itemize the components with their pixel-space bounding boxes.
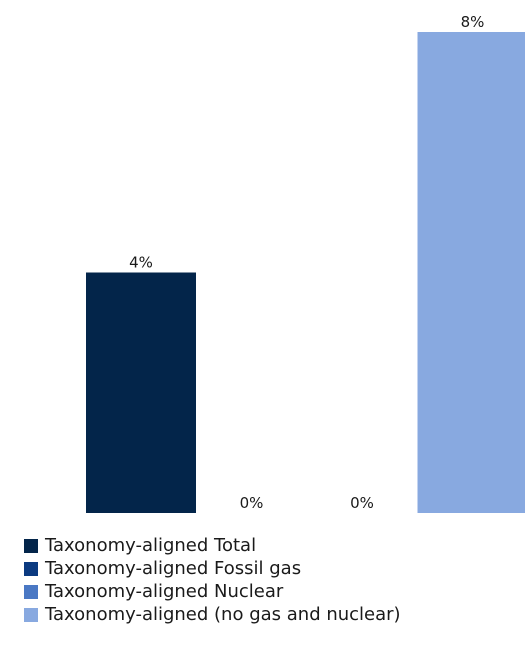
data-label-fossil-gas: 0% — [240, 494, 264, 512]
data-label-total: 4% — [129, 254, 153, 272]
chart-legend: Taxonomy-aligned Total Taxonomy-aligned … — [24, 534, 401, 626]
legend-label-nuclear: Taxonomy-aligned Nuclear — [45, 581, 284, 602]
legend-swatch-total — [24, 538, 38, 553]
bar-no-gas-nuclear — [417, 32, 525, 513]
legend-label-fossil-gas: Taxonomy-aligned Fossil gas — [45, 558, 302, 579]
bar-total — [86, 272, 196, 513]
legend-label-total: Taxonomy-aligned Total — [45, 535, 257, 556]
legend-label-no-gas-nuclear: Taxonomy-aligned (no gas and nuclear) — [45, 604, 401, 625]
bar-group — [86, 32, 525, 513]
data-label-group: 4% 0% 0% 8% — [129, 13, 484, 512]
data-label-no-gas-nuclear: 8% — [461, 13, 485, 31]
legend-swatch-fossil-gas — [24, 561, 38, 576]
legend-swatch-nuclear — [24, 584, 38, 599]
legend-item-total: Taxonomy-aligned Total — [24, 534, 401, 557]
bar-chart: 4% 0% 0% 8% — [86, 13, 525, 513]
legend-swatch-no-gas-nuclear — [24, 607, 38, 622]
legend-item-fossil-gas: Taxonomy-aligned Fossil gas — [24, 557, 401, 580]
legend-item-nuclear: Taxonomy-aligned Nuclear — [24, 580, 401, 603]
data-label-nuclear: 0% — [350, 494, 374, 512]
legend-item-no-gas-nuclear: Taxonomy-aligned (no gas and nuclear) — [24, 603, 401, 626]
